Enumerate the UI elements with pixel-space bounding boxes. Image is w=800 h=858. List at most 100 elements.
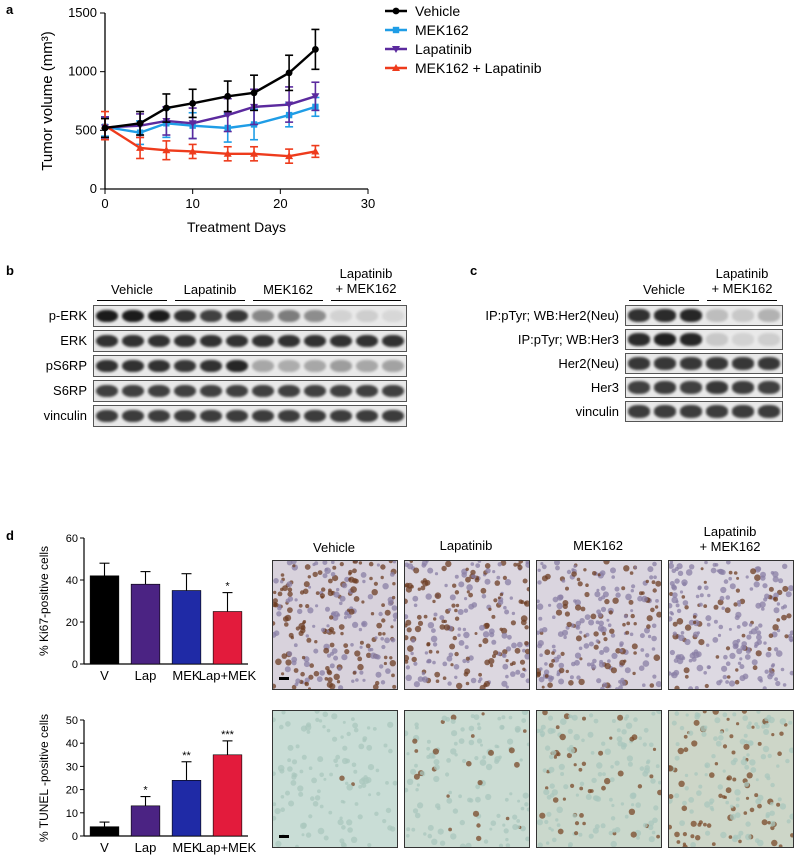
x-tick-label: 30	[361, 196, 375, 211]
x-tick-label: Lap+MEK	[199, 668, 257, 683]
significance-label: **	[182, 750, 191, 762]
data-point	[136, 119, 144, 127]
y-tick-label: 500	[75, 122, 97, 137]
blot-band	[382, 309, 404, 323]
x-axis-label: Treatment Days	[187, 219, 286, 235]
blot-band	[330, 359, 352, 373]
blot-row-label: IP:pTyr; WB:Her3	[517, 332, 619, 347]
blot-band	[304, 359, 326, 373]
legend-marker	[392, 26, 400, 34]
data-point	[101, 124, 109, 132]
blot-row-label: p-ERK	[48, 308, 87, 323]
y-axis-label: % Ki67-positive cells	[37, 546, 51, 656]
blot-band	[758, 333, 780, 346]
blot-group-label: Lapatinib	[183, 282, 237, 297]
series-vehicle	[101, 28, 320, 139]
data-point	[162, 104, 170, 112]
blot-group-underline	[97, 300, 167, 301]
blot-band	[122, 384, 144, 398]
blot-strip	[625, 377, 783, 398]
blot-strip	[625, 353, 783, 374]
blot-row-label: vinculin	[575, 404, 619, 419]
blot-group-label: Lapatinib + MEK162	[711, 266, 773, 296]
blot-group-label: MEK162	[263, 282, 313, 297]
bar	[89, 826, 120, 837]
blot-band	[356, 384, 378, 398]
ihc-header-vehicle: Vehicle	[313, 540, 355, 555]
blot-band	[226, 309, 248, 323]
blot-band	[706, 357, 728, 370]
blot-band	[628, 309, 650, 322]
blot-band	[200, 384, 222, 398]
blot-band	[382, 409, 404, 423]
blot-strip	[625, 329, 783, 350]
ki67-micrograph-vehicle	[272, 560, 398, 690]
blot-band	[148, 384, 170, 398]
data-point	[250, 89, 258, 97]
blot-band	[654, 309, 676, 322]
blot-band	[148, 309, 170, 323]
legend-marker	[392, 46, 400, 53]
legend-label: MEK162 + Lapatinib	[415, 60, 542, 76]
blot-band	[148, 359, 170, 373]
y-tick-label: 10	[66, 808, 78, 820]
bar	[171, 590, 202, 665]
blot-band	[122, 409, 144, 423]
ki67-micrograph-lapatinib-mek162	[668, 560, 794, 690]
western-blot-panel-b: Vehicle Lapatinib MEK162 Lapatinib + MEK162…	[0, 266, 440, 440]
blot-band	[96, 334, 118, 348]
y-tick-label: 30	[66, 761, 78, 773]
y-tick-label: 60	[66, 533, 78, 545]
tumor-volume-line-chart: 0 500 1000 1500 0 10 20 30 Treatment Days Tumor v…	[39, 3, 542, 235]
blot-band	[706, 381, 728, 394]
blot-row-label: S6RP	[53, 383, 87, 398]
blot-band	[122, 309, 144, 323]
ihc-header-lapatinib: Lapatinib	[439, 538, 493, 553]
tissue-texture	[273, 711, 397, 847]
x-tick-label: Lap	[135, 840, 157, 855]
data-point	[311, 147, 320, 155]
data-point	[136, 143, 145, 151]
ihc-header-lapatinib-mek162: Lapatinib + MEK162	[699, 524, 761, 554]
blot-group-underline	[253, 300, 323, 301]
blot-band	[330, 334, 352, 348]
blot-band	[122, 359, 144, 373]
tissue-texture	[405, 561, 529, 689]
blot-band	[654, 357, 676, 370]
blot-band	[304, 384, 326, 398]
blot-band	[706, 333, 728, 346]
tunel-micrograph-lapatinib-mek162	[668, 710, 794, 848]
tissue-texture	[669, 711, 793, 847]
tunel-micrograph-mek162	[536, 710, 662, 848]
blot-row-label: IP:pTyr; WB:Her2(Neu)	[485, 308, 619, 323]
blot-band	[200, 359, 222, 373]
blot-band	[732, 357, 754, 370]
blot-band	[278, 384, 300, 398]
blot-strip	[93, 355, 407, 377]
tunel-micrograph-lapatinib	[404, 710, 530, 848]
panel-label-b: b	[6, 263, 14, 278]
data-point	[223, 112, 232, 120]
blot-band	[252, 359, 274, 373]
bar	[212, 754, 243, 837]
blot-band	[680, 333, 702, 346]
data-point	[285, 69, 293, 77]
x-tick-label: MEK	[172, 840, 201, 855]
data-point	[312, 45, 319, 53]
bar	[171, 780, 202, 837]
blot-strip	[625, 305, 783, 326]
data-point	[250, 149, 259, 157]
blot-band	[758, 357, 780, 370]
blot-band	[680, 381, 702, 394]
tunel-bar-chart: 0 10 20 30 40 50 V * Lap ** MEK *** Lap+MEK % TUNEL -…	[37, 714, 257, 855]
bar	[130, 583, 161, 665]
tissue-texture	[405, 711, 529, 847]
blot-band	[174, 409, 196, 423]
blot-band	[706, 309, 728, 322]
series-line	[104, 48, 317, 130]
blot-band	[382, 384, 404, 398]
blot-band	[680, 405, 702, 418]
blot-band	[200, 409, 222, 423]
blot-band	[382, 334, 404, 348]
scale-bar	[279, 677, 289, 680]
